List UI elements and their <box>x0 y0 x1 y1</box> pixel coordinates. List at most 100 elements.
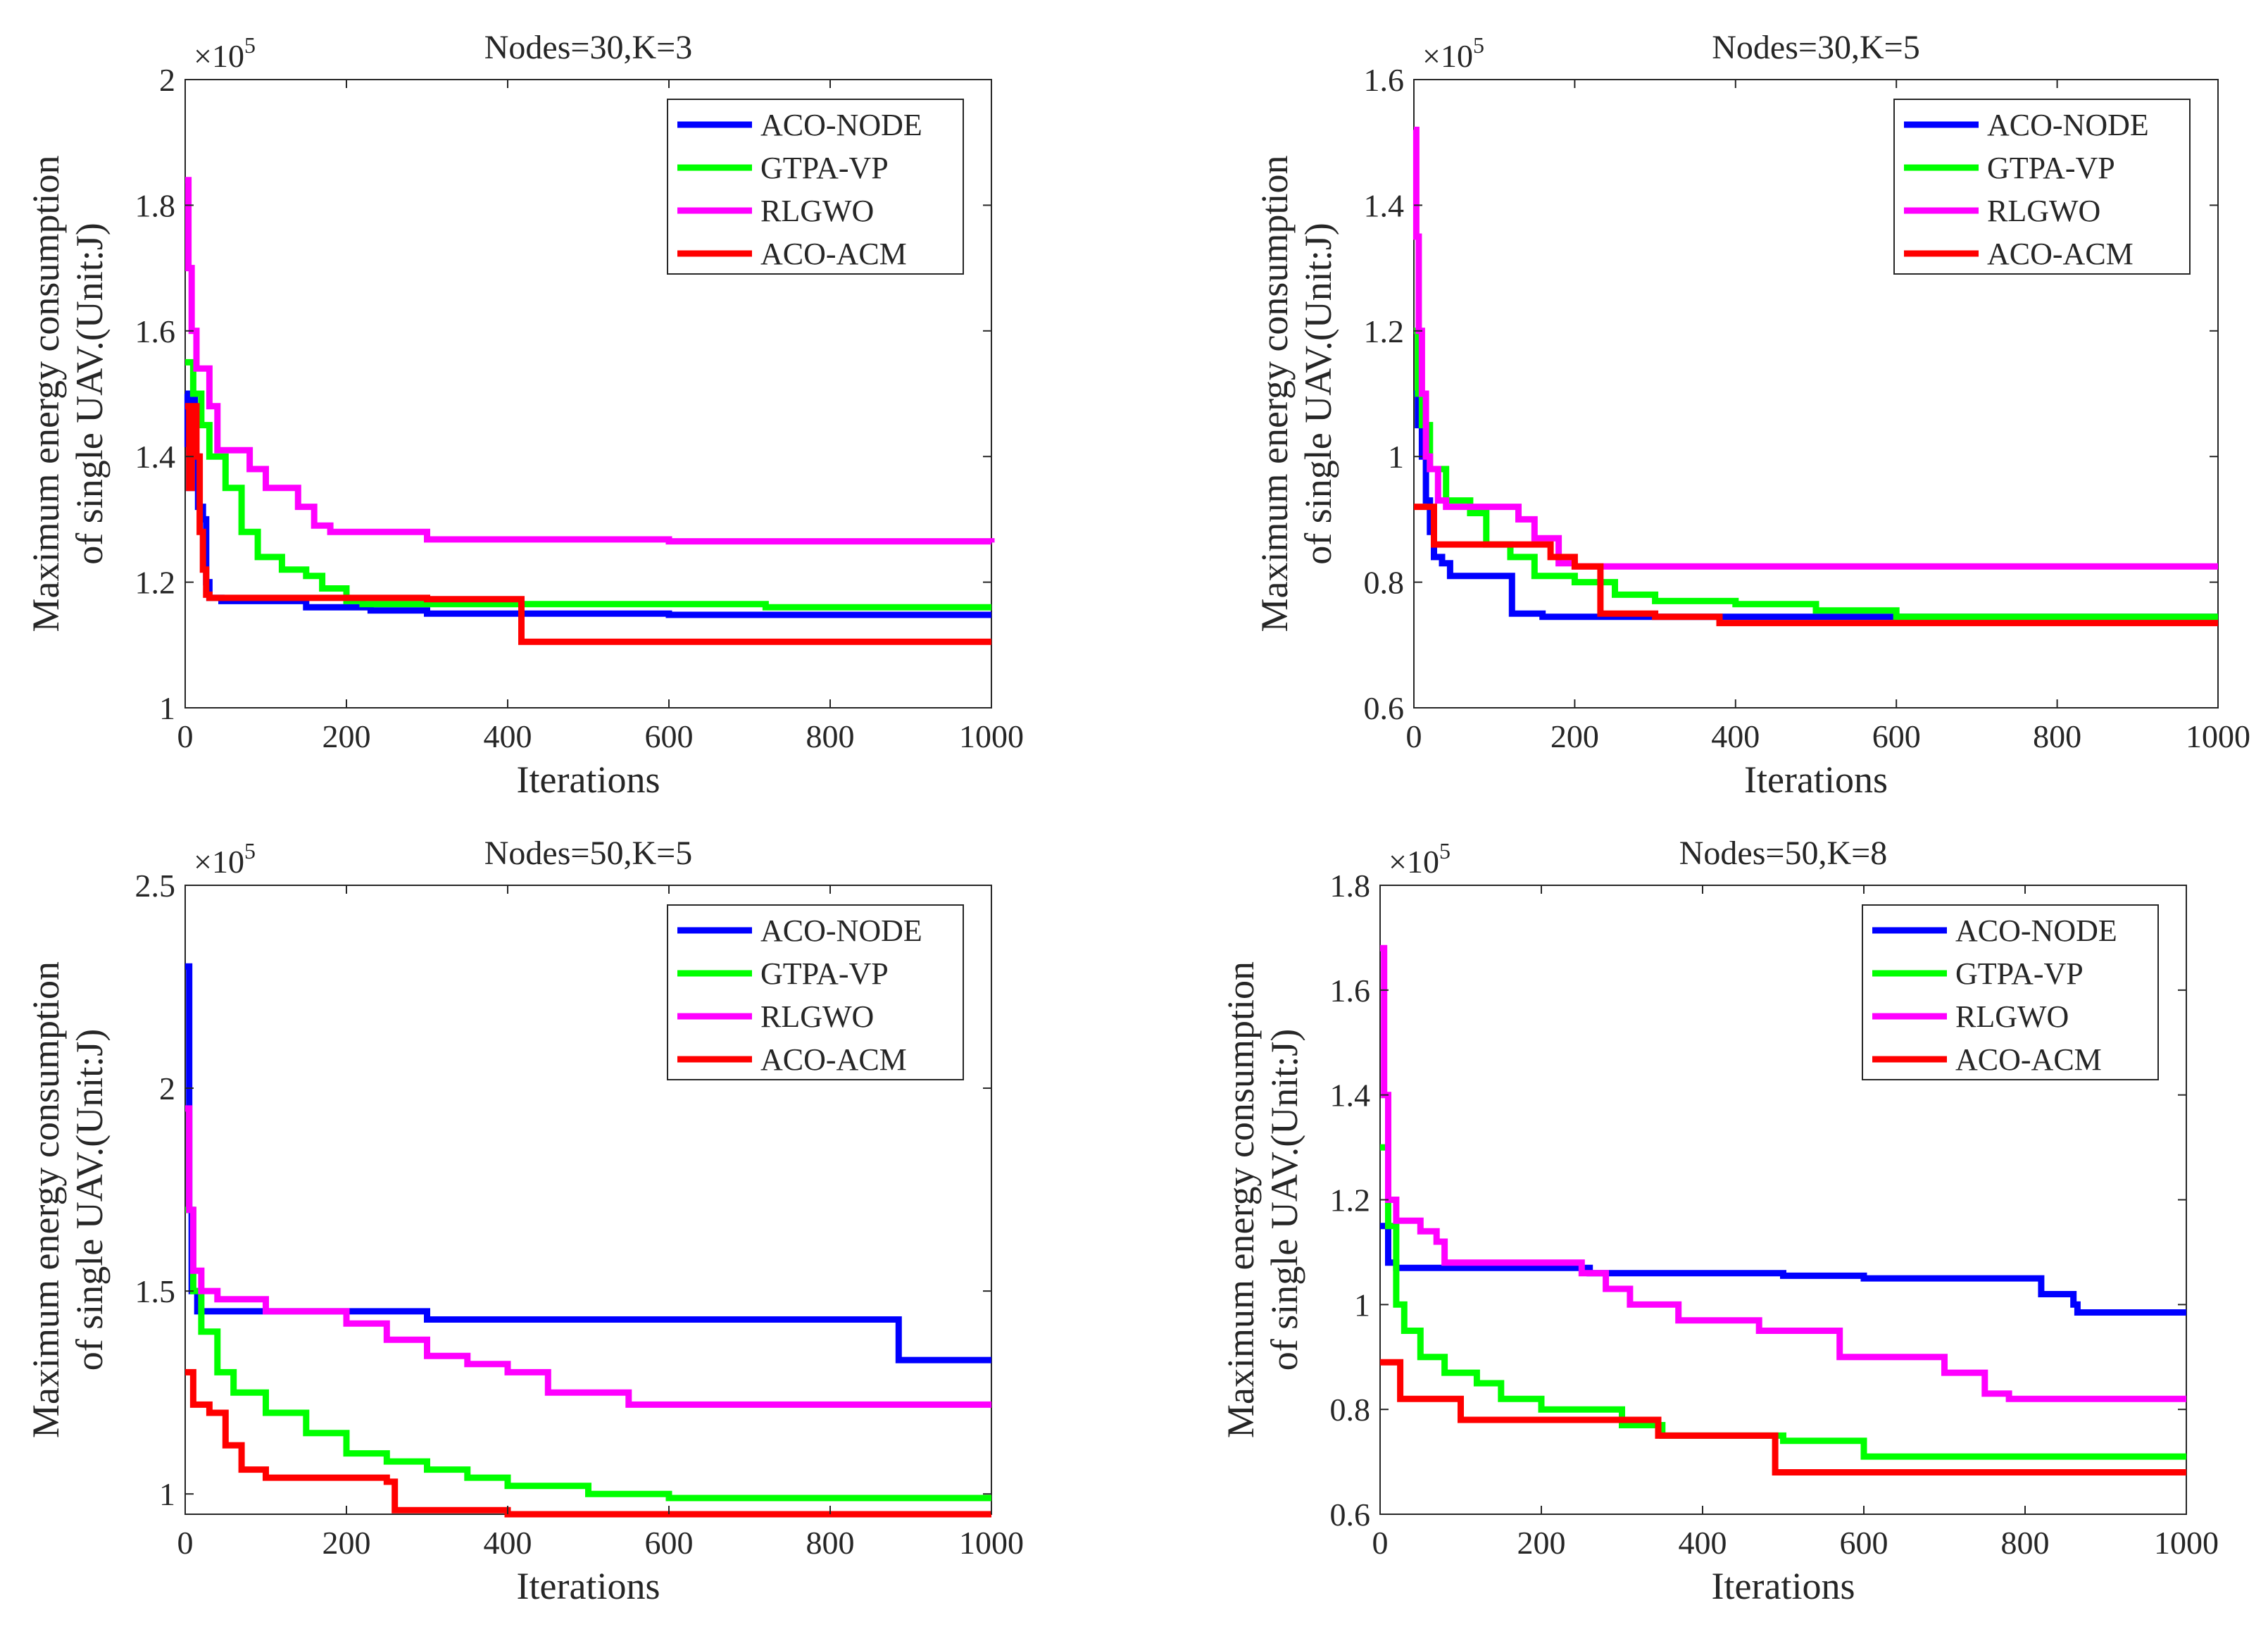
y-exponent-label: ×105 <box>1422 32 1484 74</box>
y-tick-label: 2 <box>159 62 175 98</box>
y-tick-label: 2 <box>159 1071 175 1106</box>
y-tick-label: 1.4 <box>1364 187 1405 223</box>
x-tick-label: 600 <box>645 1525 694 1561</box>
y-tick-label: 1.6 <box>135 313 176 349</box>
x-tick-label: 600 <box>1840 1525 1888 1561</box>
legend-label: ACO-ACM <box>760 1042 907 1077</box>
y-axis-label-line1: Maximum energy consumption <box>25 156 67 632</box>
legend-label: ACO-ACM <box>1987 237 2134 271</box>
legend-label: ACO-NODE <box>760 913 922 948</box>
y-axis-label: Maximum energy consumptionof single UAV.… <box>1220 961 1305 1438</box>
y-exponent-label: ×105 <box>1389 838 1451 880</box>
x-axis-label: Iterations <box>517 759 660 801</box>
legend-label: GTPA-VP <box>760 956 889 991</box>
series-line-rlgwo <box>185 177 995 545</box>
y-exponent-power: 5 <box>244 32 256 58</box>
y-tick-label: 2.5 <box>135 868 176 904</box>
legend-box <box>667 904 964 1080</box>
x-tick-label: 0 <box>1406 718 1422 754</box>
y-axis-label-line1: Maximum energy consumption <box>25 961 67 1438</box>
x-tick-label: 400 <box>484 1525 532 1561</box>
x-tick-label: 800 <box>2001 1525 2050 1561</box>
x-tick-label: 800 <box>806 1525 855 1561</box>
y-exponent-base: ×10 <box>1389 844 1439 880</box>
x-tick-label: 0 <box>177 718 194 754</box>
series-line-aco-acm <box>1414 504 2218 627</box>
x-tick-label: 200 <box>1550 718 1599 754</box>
x-tick-label: 800 <box>2033 718 2081 754</box>
legend-label: ACO-ACM <box>1955 1042 2102 1077</box>
x-tick-label: 400 <box>1711 718 1760 754</box>
y-tick-label: 1 <box>159 690 175 726</box>
legend-box <box>1862 904 2159 1080</box>
y-exponent-base: ×10 <box>194 844 244 880</box>
legend-label: ACO-NODE <box>1955 913 2117 948</box>
x-tick-label: 600 <box>1872 718 1921 754</box>
y-exponent-label: ×105 <box>194 838 256 880</box>
legend-box <box>1893 99 2191 275</box>
subplot-title: Nodes=50,K=5 <box>484 835 692 872</box>
x-tick-label: 200 <box>322 1525 371 1561</box>
y-tick-label: 0.8 <box>1364 565 1405 601</box>
y-tick-label: 1.6 <box>1330 973 1371 1009</box>
y-axis-label: Maximum energy consumptionof single UAV.… <box>25 961 111 1438</box>
x-axis-label: Iterations <box>1712 1565 1855 1607</box>
y-tick-label: 0.6 <box>1330 1497 1371 1533</box>
y-axis-label: Maximum energy consumptionof single UAV.… <box>25 156 111 632</box>
y-tick-label: 0.6 <box>1364 690 1405 726</box>
x-tick-label: 600 <box>645 718 694 754</box>
x-tick-label: 400 <box>1679 1525 1727 1561</box>
y-exponent-base: ×10 <box>194 38 244 74</box>
y-tick-label: 1 <box>1354 1287 1370 1323</box>
legend-label: GTPA-VP <box>760 151 889 185</box>
y-axis-label: Maximum energy consumptionof single UAV.… <box>1253 156 1339 632</box>
series-line-gtpa-vp <box>185 1206 991 1502</box>
legend-label: RLGWO <box>760 194 874 228</box>
y-axis-label-line1: Maximum energy consumption <box>1253 156 1296 632</box>
series-line-aco-acm <box>185 1368 991 1518</box>
y-tick-label: 1.6 <box>1364 62 1405 98</box>
subplot-title: Nodes=30,K=5 <box>1712 29 1919 66</box>
x-tick-label: 1000 <box>2154 1525 2219 1561</box>
y-exponent-power: 5 <box>1473 32 1484 58</box>
legend-label: ACO-ACM <box>760 237 907 271</box>
legend: ACO-NODE GTPA-VP RLGWO ACO-ACM <box>1893 99 2191 275</box>
subplot-nodes50-k8: 0 200 400 600 800 1000 0.6 0.8 1 1.2 1.4 1.6 1.8 ×105… <box>1220 835 2219 1607</box>
x-tick-label: 800 <box>806 718 855 754</box>
y-axis-label-line2: of single UAV.(Unit:J) <box>68 223 111 565</box>
subplot-title: Nodes=30,K=3 <box>484 29 692 66</box>
x-tick-label: 0 <box>177 1525 194 1561</box>
x-tick-label: 0 <box>1372 1525 1389 1561</box>
subplot-nodes50-k5: 0 200 400 600 800 1000 1 1.5 2 2.5 ×105 Nodes=50,K=… <box>25 835 1024 1607</box>
legend-label: GTPA-VP <box>1987 151 2115 185</box>
legend-label: GTPA-VP <box>1955 956 2084 991</box>
y-tick-label: 1 <box>1388 439 1404 475</box>
y-axis-label-line2: of single UAV.(Unit:J) <box>1263 1029 1305 1371</box>
y-tick-label: 1.4 <box>1330 1078 1371 1113</box>
y-tick-label: 1.2 <box>1364 313 1405 349</box>
subplot-title: Nodes=50,K=8 <box>1679 835 1887 872</box>
series-line-rlgwo <box>185 1105 991 1408</box>
legend-label: RLGWO <box>1987 194 2100 228</box>
x-tick-label: 1000 <box>2186 718 2250 754</box>
legend: ACO-NODE GTPA-VP RLGWO ACO-ACM <box>1862 904 2159 1080</box>
y-tick-label: 1.2 <box>1330 1183 1371 1218</box>
x-axis-label: Iterations <box>517 1565 660 1607</box>
legend-label: RLGWO <box>1955 999 2069 1034</box>
y-axis-label-line2: of single UAV.(Unit:J) <box>68 1029 111 1371</box>
x-tick-label: 200 <box>322 718 371 754</box>
series-line-aco-node <box>1414 390 2218 620</box>
legend-label: ACO-NODE <box>1987 108 2149 142</box>
y-tick-label: 1.8 <box>1330 868 1371 904</box>
x-axis-label: Iterations <box>1744 759 1888 801</box>
legend: ACO-NODE GTPA-VP RLGWO ACO-ACM <box>667 99 964 275</box>
series-line-aco-acm <box>1380 1359 2186 1475</box>
series-line-rlgwo <box>1380 944 2186 1402</box>
legend-label: RLGWO <box>760 999 874 1034</box>
y-tick-label: 1.2 <box>135 565 176 601</box>
legend: ACO-NODE GTPA-VP RLGWO ACO-ACM <box>667 904 964 1080</box>
series-line-gtpa-vp <box>185 358 991 611</box>
subplot-nodes30-k5: 0 200 400 600 800 1000 0.6 0.8 1 1.2 1.4 1.6 ×105 Nod… <box>1253 29 2250 801</box>
x-tick-label: 1000 <box>959 718 1024 754</box>
